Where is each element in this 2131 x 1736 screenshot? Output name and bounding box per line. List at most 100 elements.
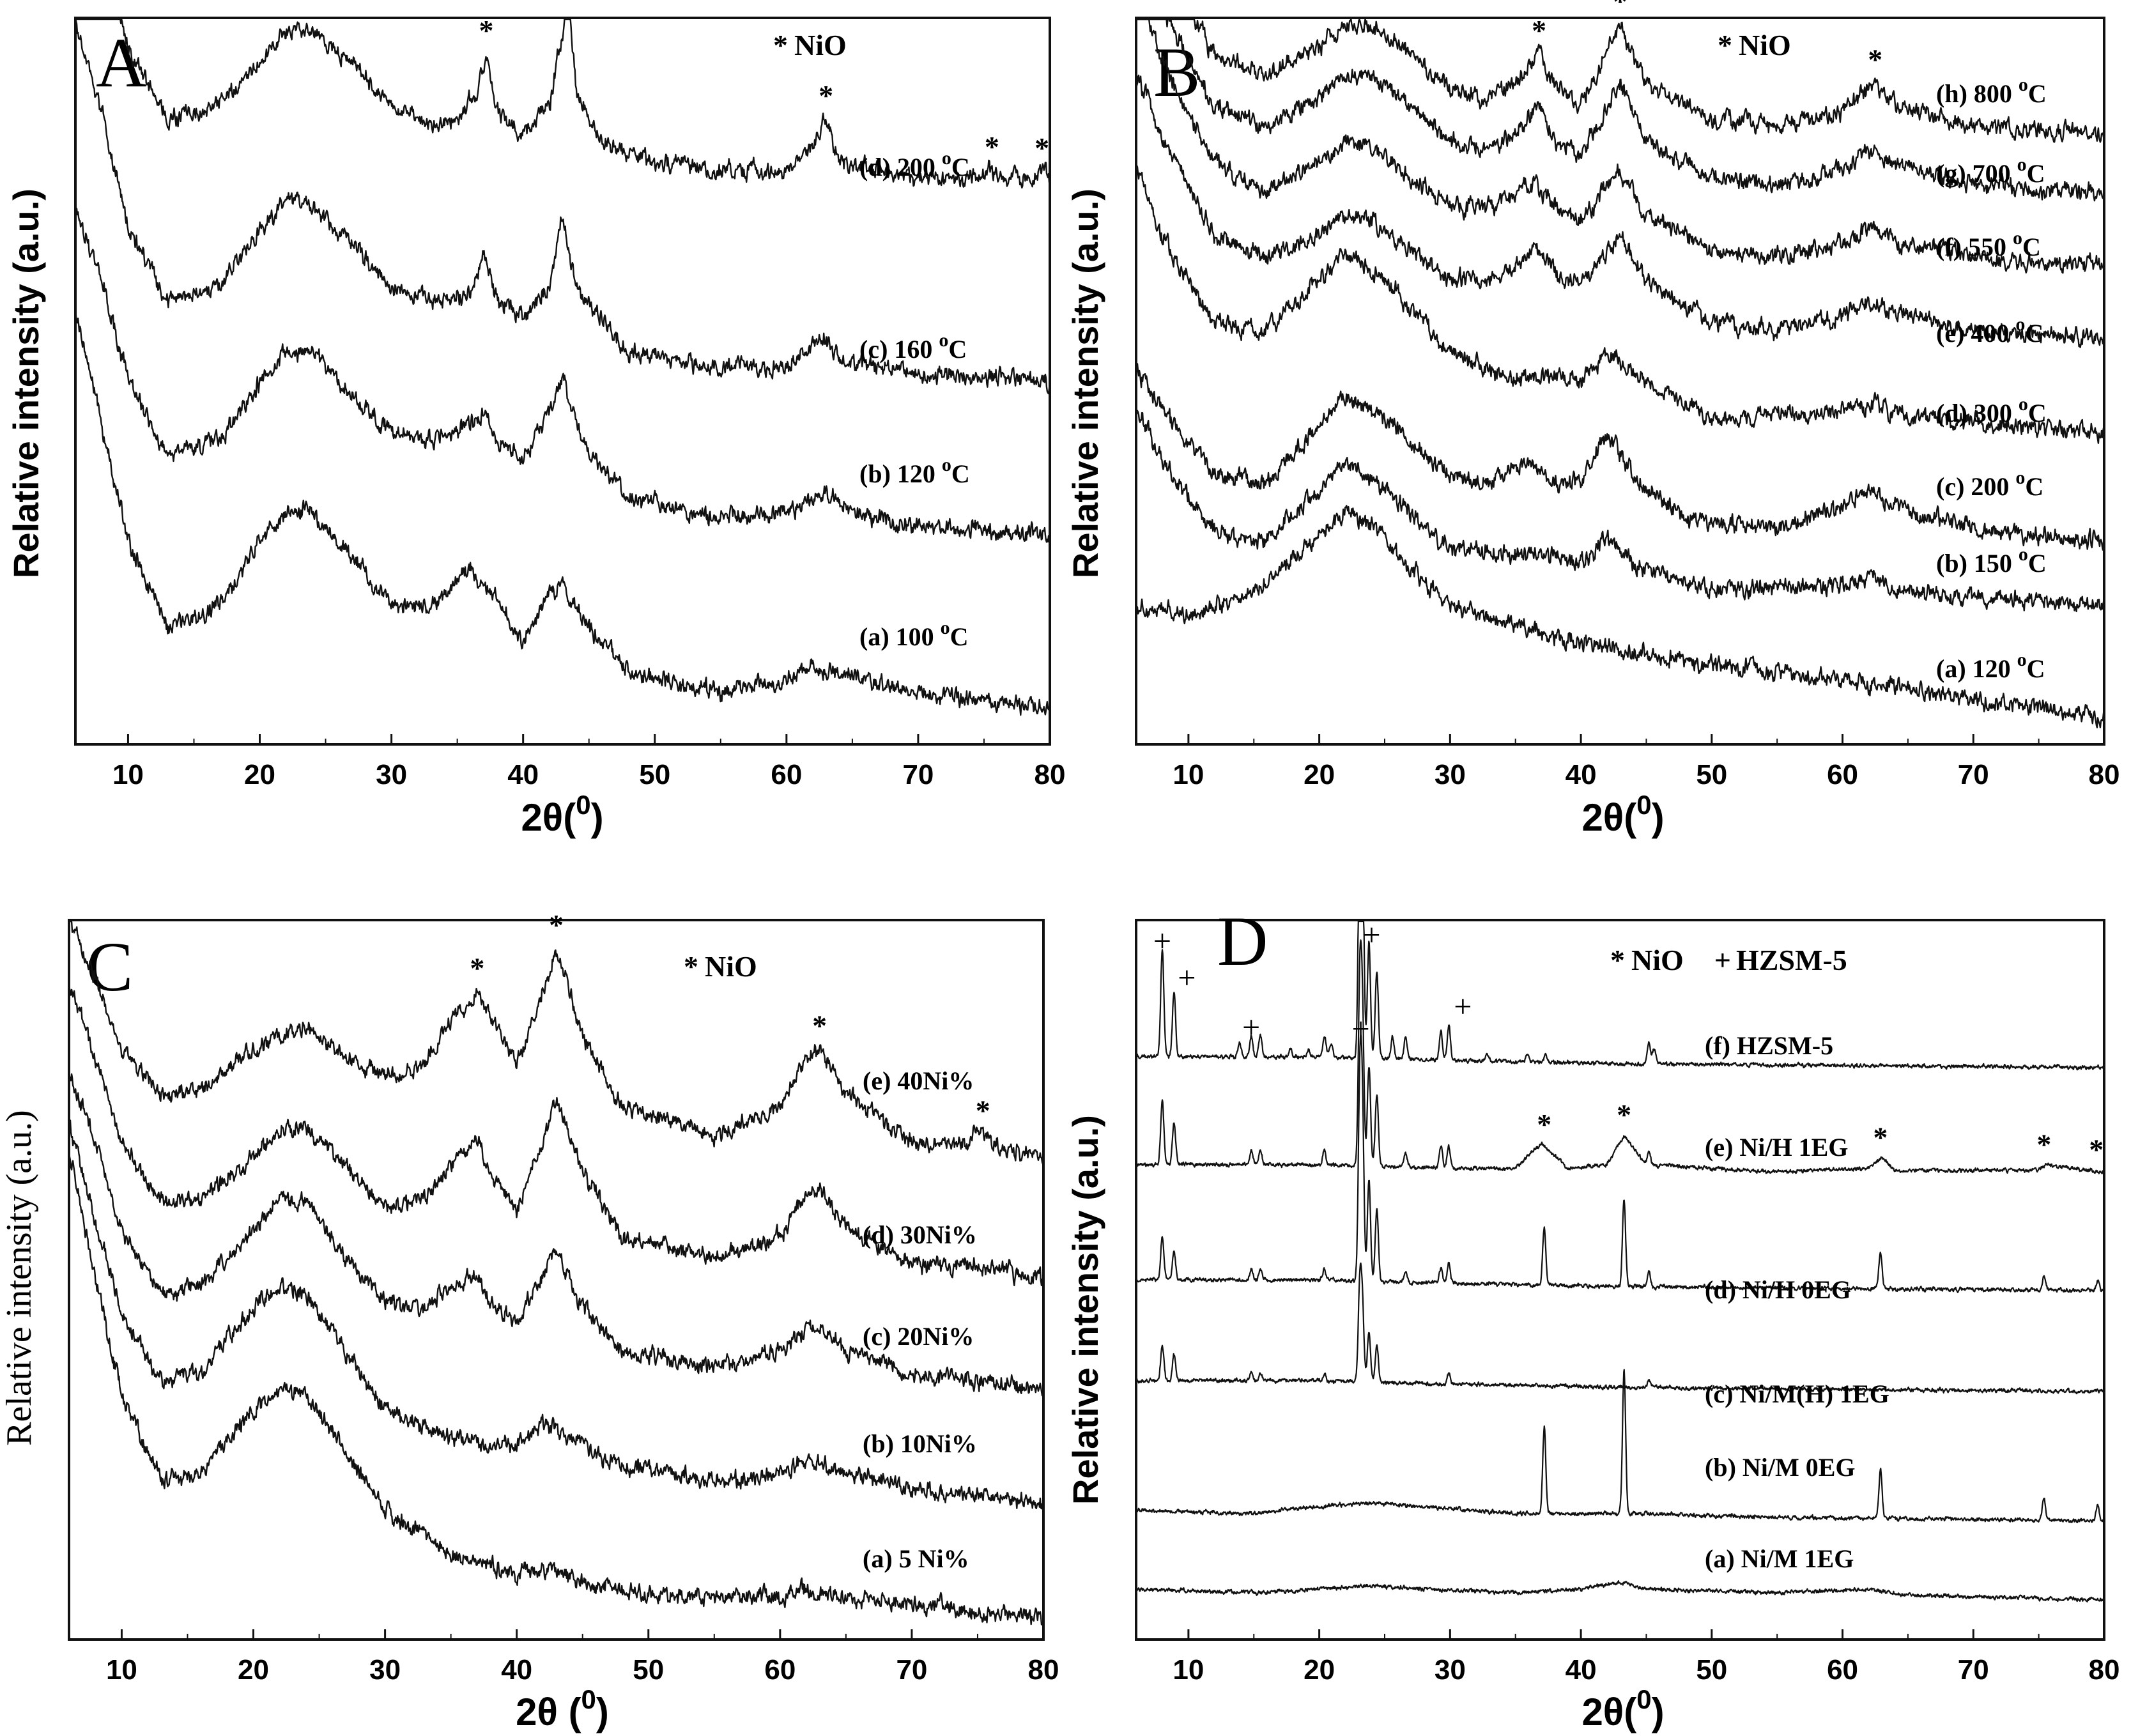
nio-peak-marker: *: [2089, 1133, 2104, 1166]
nio-peak-marker: *: [976, 1095, 990, 1127]
x-tick-label: 60: [771, 759, 802, 790]
legend: * NiO: [1718, 29, 1791, 61]
legend: * NiO: [773, 29, 847, 61]
x-tick-label: 30: [1435, 759, 1466, 790]
panel-label: D: [1217, 902, 1268, 980]
hzsm5-peak-marker: +: [1178, 960, 1196, 995]
series-label: (d) 30Ni%: [863, 1220, 977, 1249]
x-tick-label: 10: [106, 1654, 137, 1686]
x-tick-label: 70: [902, 759, 934, 790]
series-line: [75, 18, 1050, 189]
x-tick-label: 80: [2089, 1654, 2120, 1686]
series-label: (c) Ni/M(H) 1EG: [1705, 1379, 1889, 1408]
series-line: [1135, 74, 2105, 348]
x-tick-label: 60: [1827, 759, 1858, 790]
series-label: (h) 800 oC: [1936, 74, 2047, 108]
series-label: (e) 40Ni%: [863, 1066, 974, 1095]
series-label: (d) 200 oC: [859, 148, 970, 181]
series-line: [74, 303, 1051, 716]
x-tick-label: 80: [1028, 1654, 1059, 1686]
hzsm5-peak-marker: +: [1352, 1011, 1370, 1047]
series-label: (c) 20Ni%: [863, 1322, 974, 1351]
x-tick-label: 10: [1173, 759, 1204, 790]
nio-peak-marker: *: [479, 14, 493, 47]
series-line: [1135, 1262, 2105, 1395]
y-axis-title: Relative intensity (a.u.): [1065, 188, 1105, 578]
panel-label: C: [86, 928, 133, 1006]
series-line: [68, 1119, 1045, 1510]
nio-peak-marker: *: [812, 1010, 827, 1042]
x-tick-label: 70: [1958, 1654, 1989, 1686]
x-tick-label: 10: [1173, 1654, 1204, 1686]
series-line: [68, 920, 1045, 1165]
x-tick-label: 70: [896, 1654, 927, 1686]
x-tick-label: 60: [1827, 1654, 1858, 1686]
y-axis-title: Relative intensity (a.u.): [1065, 1115, 1105, 1505]
x-tick-label: 30: [369, 1654, 401, 1686]
series-line: [1135, 505, 2105, 728]
x-tick-label: 70: [1958, 759, 1989, 790]
x-tick-label: 40: [501, 1654, 532, 1686]
hzsm5-peak-marker: +: [1362, 917, 1380, 953]
nio-peak-marker: *: [1873, 1121, 1888, 1153]
series-label: (a) 120 oC: [1936, 649, 2045, 683]
x-tick-label: 20: [1304, 1654, 1335, 1686]
series-label: (c) 200 oC: [1936, 467, 2043, 501]
nio-peak-marker: *: [985, 130, 999, 163]
nio-peak-marker: *: [1532, 14, 1546, 47]
nio-peak-marker: *: [1617, 1098, 1631, 1131]
series-line: [1135, 363, 2105, 551]
x-tick-label: 30: [1435, 1654, 1466, 1686]
legend: * NiO + HZSM-5: [1610, 944, 1847, 976]
plot-frame: [1135, 17, 2105, 746]
x-tick-label: 40: [507, 759, 539, 790]
nio-peak-marker: *: [1537, 1108, 1551, 1141]
x-tick-label: 40: [1566, 1654, 1597, 1686]
series-line: [1135, 410, 2105, 613]
series-line: [1135, 1580, 2105, 1602]
nio-peak-marker: *: [2036, 1128, 2051, 1161]
x-tick-label: 50: [639, 759, 670, 790]
x-tick-label: 80: [2089, 759, 2120, 790]
x-tick-label: 80: [1035, 759, 1066, 790]
nio-peak-marker: *: [1868, 43, 1882, 75]
series-line: [1135, 1369, 2105, 1523]
nio-peak-marker: *: [549, 909, 564, 941]
series-line: [74, 20, 1051, 395]
series-label: (b) 10Ni%: [863, 1429, 977, 1458]
series-label: (d) Ni/H 0EG: [1705, 1275, 1851, 1304]
series-line: [1135, 18, 2105, 143]
x-axis-title: 2θ (0): [516, 1684, 609, 1733]
series-line: [68, 985, 1045, 1287]
hzsm5-peak-marker: +: [1454, 988, 1472, 1024]
series-label: (a) Ni/M 1EG: [1705, 1544, 1854, 1573]
x-tick-label: 50: [1696, 1654, 1727, 1686]
series-line: [1135, 1034, 2105, 1293]
series-label: (f) 550 oC: [1936, 227, 2041, 261]
y-axis-title: Relative intensity (a.u.): [6, 188, 46, 578]
series-label: (a) 5 Ni%: [863, 1544, 969, 1573]
series-line: [68, 1151, 1045, 1625]
series-label: (e) Ni/H 1EG: [1705, 1133, 1848, 1162]
x-axis-title: 2θ(0): [521, 790, 603, 839]
nio-peak-marker: *: [1613, 0, 1627, 17]
series-line: [1135, 164, 2105, 444]
series-line: [1135, 920, 2105, 1071]
series-line: [1135, 18, 2105, 202]
series-label: (b) Ni/M 0EG: [1705, 1453, 1856, 1482]
series-label: (a) 100 oC: [859, 617, 969, 651]
x-tick-label: 50: [633, 1654, 664, 1686]
series-line: [1135, 939, 2105, 1174]
nio-peak-marker: *: [1035, 132, 1049, 164]
series-label: (b) 120 oC: [859, 454, 970, 488]
series-label: (c) 160 oC: [859, 330, 967, 364]
x-tick-label: 60: [764, 1654, 796, 1686]
series-label: (e) 400 oC: [1936, 314, 2043, 348]
series-label: (g) 700 oC: [1936, 154, 2045, 188]
series-label: (b) 150 oC: [1936, 544, 2047, 578]
x-tick-label: 10: [112, 759, 144, 790]
x-tick-label: 50: [1696, 759, 1727, 790]
